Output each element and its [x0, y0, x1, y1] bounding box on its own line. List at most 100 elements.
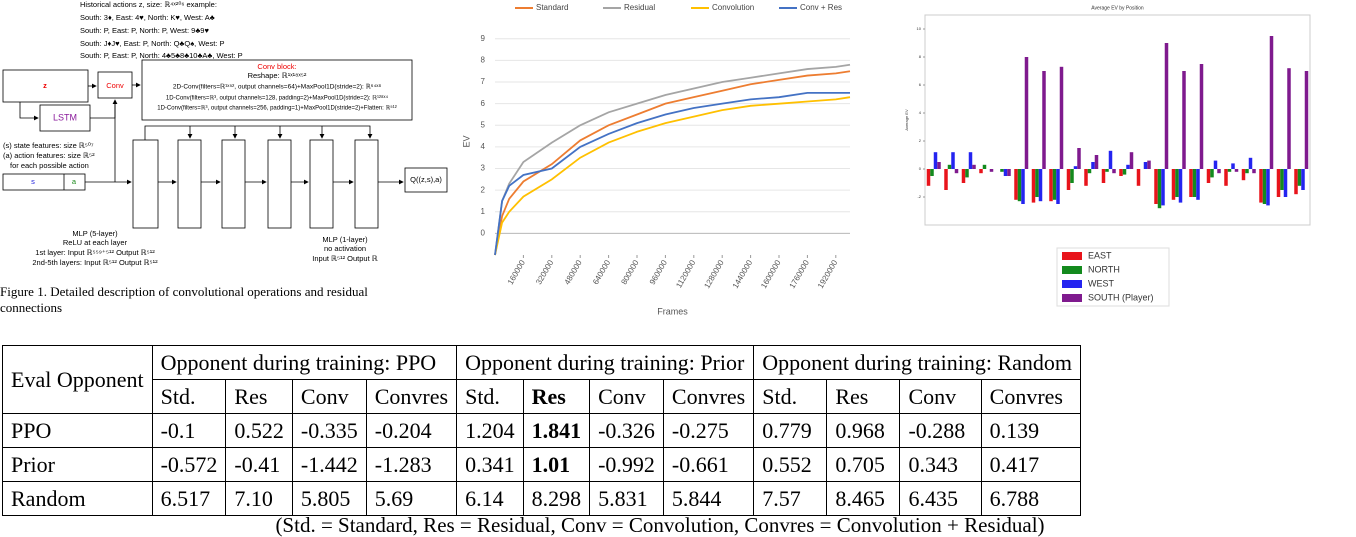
table-cell: 5.844: [662, 481, 755, 516]
table-row: Random 6.517 7.10 5.805 5.69 6.14 8.298 5.831 5.…: [2, 481, 1082, 516]
corner-header: Eval Opponent: [2, 345, 153, 414]
feature-note: (s) state features: size ℝ⁵⁰⁷: [3, 141, 94, 150]
architecture-diagram: Historical actions z, size: ℝ⁴ˣ²⁰⁶ examp…: [2, 0, 448, 267]
table-cell: 7.57: [753, 481, 828, 516]
group-header: Opponent during training: Random: [753, 345, 1082, 380]
table-cell: -0.335: [291, 413, 367, 448]
z-label: z: [43, 81, 47, 90]
x-tick-label: 1280000: [702, 258, 726, 290]
bar: [1105, 169, 1109, 172]
sub-header: Res: [522, 379, 591, 414]
bar: [972, 164, 976, 169]
x-tick-label: 1440000: [731, 258, 755, 290]
legend-label: EAST: [1088, 250, 1112, 260]
series-line: [494, 70, 851, 256]
series-line: [494, 63, 851, 256]
table-cell: -0.204: [365, 413, 458, 448]
bar: [1091, 162, 1095, 169]
y-tick-label: 6: [481, 99, 486, 108]
mlp5-note: 2nd-5th layers: Input ℝ⁵¹² Output ℝ⁵¹²: [32, 258, 158, 267]
row-label: PPO: [2, 413, 153, 448]
bar: [1154, 169, 1158, 204]
y-tick-label: 1: [481, 207, 486, 216]
table-cell: 8.298: [522, 481, 591, 516]
bar: [1196, 169, 1200, 200]
bar: [926, 169, 931, 186]
bar: [1007, 169, 1011, 176]
bar: [1217, 169, 1221, 174]
bar: [1241, 169, 1246, 181]
y-tick-label: 8: [919, 54, 922, 59]
bar: [1206, 169, 1211, 183]
x-tick-label: 1920000: [816, 258, 840, 290]
bar: [1031, 169, 1036, 203]
row-label: Random: [2, 481, 153, 516]
bar: [947, 164, 952, 169]
y-tick-label: 5: [481, 120, 486, 129]
bar: [968, 152, 973, 169]
conv-label: Conv: [106, 81, 124, 90]
mlp1-note: MLP (1-layer): [322, 235, 368, 244]
feature-note: for each possible action: [10, 161, 89, 170]
bar: [1070, 169, 1074, 183]
bar: [1052, 169, 1057, 200]
bar: [1087, 169, 1092, 174]
legend-swatch: [1062, 252, 1082, 260]
table-row: PPO -0.1 0.522 -0.335 -0.204 1.204 1.841 -0.326…: [2, 413, 1082, 448]
sub-header: Convres: [662, 379, 755, 414]
table-cell: 6.14: [456, 481, 524, 516]
bar: [1231, 163, 1235, 169]
x-axis-label: Frames: [657, 306, 688, 316]
bar: [1189, 169, 1193, 197]
bar: [1112, 169, 1116, 174]
bar: [1108, 150, 1113, 169]
bar: [982, 164, 987, 169]
x-tick-label: 160000: [506, 258, 527, 286]
table-cell: 6.788: [980, 481, 1082, 516]
table-cell: -0.326: [589, 413, 664, 448]
y-tick-label: 4: [919, 110, 922, 115]
y-tick-label: 2: [919, 138, 922, 143]
table-cell: -0.1: [151, 413, 227, 448]
x-tick-label: 1760000: [788, 258, 812, 290]
bar: [1122, 169, 1127, 175]
conv-block-box: [141, 59, 413, 121]
bar: [989, 169, 994, 172]
y-tick-label: -2: [917, 194, 921, 199]
table-caption: (Std. = Standard, Res = Residual, Conv =…: [275, 513, 1045, 537]
bar: [1126, 164, 1130, 169]
bar: [933, 152, 938, 169]
sub-header: Res: [826, 379, 901, 414]
sub-header: Res: [225, 379, 293, 414]
bar: [1287, 68, 1291, 169]
legend-label: Standard: [536, 3, 568, 12]
bar: [1266, 169, 1270, 206]
legend-label: NORTH: [1088, 264, 1120, 274]
bar: [1178, 169, 1183, 203]
table-row: Eval Opponent Opponent during training: P…: [2, 345, 1082, 414]
legend-label: Convolution: [712, 3, 754, 12]
table-cell: -0.275: [662, 413, 755, 448]
y-tick-label: 6: [919, 82, 922, 87]
history-line: South: P, East: P, North: 4♣5♣8♣10♣A♣, W…: [80, 51, 243, 60]
bar: [1164, 43, 1169, 169]
table-cell: -0.661: [662, 447, 755, 482]
table-cell: -0.41: [225, 447, 293, 482]
table-cell: -1.283: [365, 447, 458, 482]
legend-label: WEST: [1088, 278, 1115, 288]
y-axis-label: Average EV: [904, 109, 909, 131]
bar: [1161, 169, 1165, 206]
row-label: Prior: [2, 447, 153, 482]
q-box: [404, 167, 448, 193]
bar: [1003, 169, 1008, 176]
bar: [1269, 36, 1274, 169]
bar: [1035, 169, 1039, 197]
bar: [1014, 169, 1018, 200]
mlp5-note: MLP (5-layer): [72, 229, 118, 238]
bar: [1147, 160, 1151, 169]
bar: [1301, 169, 1305, 190]
figure-caption: Figure 1. Detailed description of convol…: [0, 284, 368, 315]
x-tick-label: 480000: [563, 258, 584, 286]
legend-swatch: [1062, 294, 1082, 302]
